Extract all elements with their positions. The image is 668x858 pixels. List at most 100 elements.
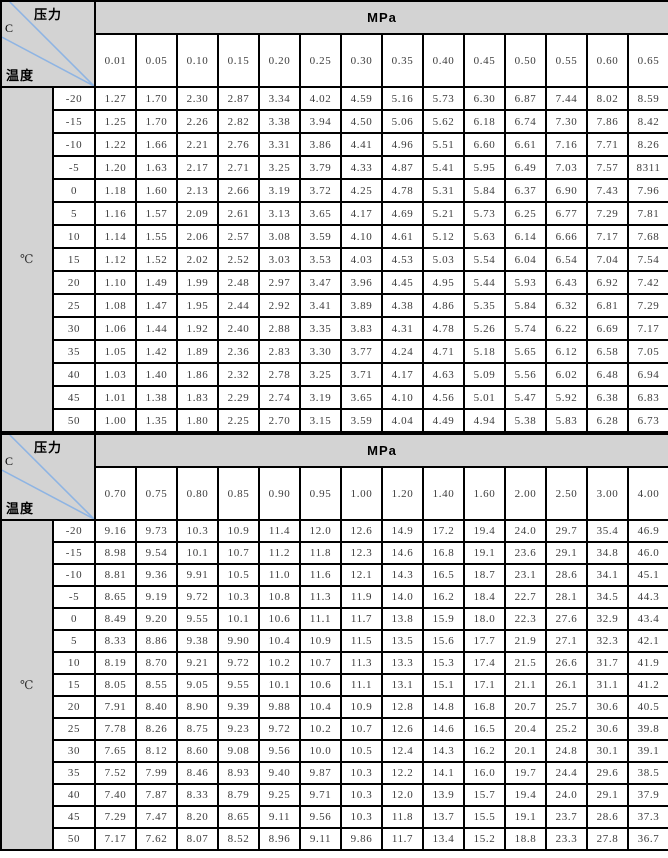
value-cell: 1.42 — [135, 339, 178, 364]
value-cell: 4.38 — [381, 293, 424, 318]
value-cell: 1.35 — [135, 408, 178, 433]
value-cell: 1.55 — [135, 224, 178, 249]
value-cell: 8.70 — [135, 651, 178, 675]
value-cell: 37.9 — [626, 783, 668, 807]
value-cell: 8.26 — [135, 717, 178, 741]
value-cell: 2.88 — [258, 316, 301, 341]
value-cell: 14.1 — [422, 761, 465, 785]
table-body: ℃ -20 9.16 9.73 10.3 10.9 11.4 12.0 12.6 14.9 17.2… — [0, 519, 668, 851]
value-cell: 1.08 — [94, 293, 137, 318]
value-cell: 9.54 — [135, 541, 178, 565]
value-cell: 20.1 — [504, 739, 547, 763]
pressure-header-cell: 0.65 — [626, 33, 668, 88]
value-cell: 1.00 — [94, 408, 137, 433]
value-cell: 4.87 — [381, 155, 424, 180]
temperature-cell: 25 — [52, 293, 96, 318]
value-cell: 19.1 — [463, 541, 506, 565]
value-cell: 1.47 — [135, 293, 178, 318]
value-cell: 9.55 — [217, 673, 260, 697]
corner-c-label: C — [5, 21, 15, 35]
value-cell: 5.41 — [422, 155, 465, 180]
value-cell: 8.98 — [94, 541, 137, 565]
value-cell: 32.3 — [586, 629, 629, 653]
value-cell: 1.05 — [94, 339, 137, 364]
value-cell: 1.16 — [94, 201, 137, 226]
temperature-cell: 30 — [52, 739, 96, 763]
value-cell: 4.33 — [340, 155, 383, 180]
value-cell: 7.99 — [135, 761, 178, 785]
pressure-header-cell: 1.60 — [463, 466, 506, 521]
value-cell: 11.7 — [381, 827, 424, 851]
value-cell: 4.50 — [340, 109, 383, 134]
temperature-cell: 30 — [52, 316, 96, 341]
value-cell: 11.8 — [299, 541, 342, 565]
value-cell: 6.12 — [545, 339, 588, 364]
value-cell: 2.44 — [217, 293, 260, 318]
value-cell: 3.65 — [340, 385, 383, 410]
value-cell: 7.57 — [586, 155, 629, 180]
value-cell: 14.6 — [381, 541, 424, 565]
pressure-header-cell: 0.30 — [340, 33, 383, 88]
pressure-header-cell: 0.55 — [545, 33, 588, 88]
value-cell: 16.2 — [422, 585, 465, 609]
pressure-table-high: 压力 C 温度 MPa 0.70 0.75 0.80 0.85 0.90 0.95 1.00… — [0, 433, 668, 851]
value-cell: 14.3 — [422, 739, 465, 763]
value-cell: 8.65 — [217, 805, 260, 829]
value-cell: 9.91 — [176, 563, 219, 587]
value-cell: 5.63 — [463, 224, 506, 249]
value-cell: 18.8 — [504, 827, 547, 851]
pressure-header-cell: 1.40 — [422, 466, 465, 521]
value-cell: 1.92 — [176, 316, 219, 341]
value-cell: 1.83 — [176, 385, 219, 410]
value-cell: 6.90 — [545, 178, 588, 203]
value-cell: 3.59 — [340, 408, 383, 433]
value-cell: 7.17 — [94, 827, 137, 851]
value-cell: 4.96 — [381, 132, 424, 157]
value-cell: 12.8 — [381, 695, 424, 719]
value-cell: 1.38 — [135, 385, 178, 410]
value-cell: 4.59 — [340, 86, 383, 111]
pressure-header-cell: 0.25 — [299, 33, 342, 88]
value-cell: 7.29 — [586, 201, 629, 226]
value-cell: 1.70 — [135, 86, 178, 111]
value-cell: 7.65 — [94, 739, 137, 763]
pressure-header-cell: 0.60 — [586, 33, 629, 88]
value-cell: 4.41 — [340, 132, 383, 157]
table-row: 30 1.06 1.44 1.92 2.40 2.88 3.35 3.83 4.31 4.78 5.… — [1, 316, 668, 341]
value-cell: 8.05 — [94, 673, 137, 697]
value-cell: 11.9 — [340, 585, 383, 609]
value-cell: 6.37 — [504, 178, 547, 203]
value-cell: 1.14 — [94, 224, 137, 249]
table-row: 45 7.29 7.47 8.20 8.65 9.11 9.56 10.3 11.8 13.7 15… — [1, 805, 668, 829]
value-cell: 36.7 — [626, 827, 668, 851]
value-cell: 7.52 — [94, 761, 137, 785]
value-cell: 1.63 — [135, 155, 178, 180]
unit-header-row: 压力 C 温度 MPa — [0, 433, 668, 521]
value-cell: 6.02 — [545, 362, 588, 387]
value-cell: 2.76 — [217, 132, 260, 157]
table-row: 20 1.10 1.49 1.99 2.48 2.97 3.47 3.96 4.45 4.95 5.… — [1, 270, 668, 295]
value-cell: 32.9 — [586, 607, 629, 631]
value-cell: 3.15 — [299, 408, 342, 433]
value-cell: 29.1 — [545, 541, 588, 565]
table-row: ℃ -20 9.16 9.73 10.3 10.9 11.4 12.0 12.6 14.9 17.2… — [0, 519, 668, 851]
value-cell: 1.60 — [135, 178, 178, 203]
pressure-header-cell: 2.50 — [545, 466, 588, 521]
value-cell: 2.92 — [258, 293, 301, 318]
value-cell: 12.6 — [340, 519, 383, 543]
value-cell: 3.08 — [258, 224, 301, 249]
value-cell: 1.06 — [94, 316, 137, 341]
value-cell: 1.18 — [94, 178, 137, 203]
value-cell: 12.3 — [340, 541, 383, 565]
celsius-unit-cell: ℃ — [0, 86, 54, 433]
value-cell: 7.43 — [586, 178, 629, 203]
value-cell: 6.61 — [504, 132, 547, 157]
value-cell: 3.19 — [258, 178, 301, 203]
value-cell: 1.89 — [176, 339, 219, 364]
value-cell: 3.53 — [299, 247, 342, 272]
value-cell: 13.8 — [381, 607, 424, 631]
value-cell: 7.16 — [545, 132, 588, 157]
value-cell: 1.22 — [94, 132, 137, 157]
value-cell: 6.14 — [504, 224, 547, 249]
temperature-cell: 45 — [52, 385, 96, 410]
